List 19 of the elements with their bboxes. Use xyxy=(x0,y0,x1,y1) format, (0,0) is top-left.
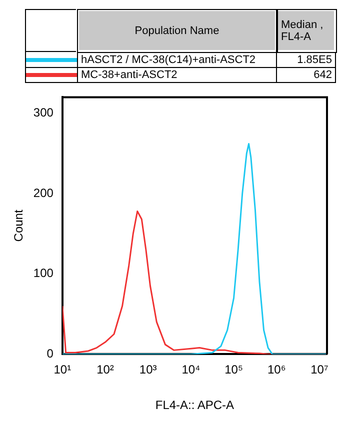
legend-label: hASCT2 / MC-38(C14)+anti-ASCT2 xyxy=(78,52,276,68)
y-tick-label: 200 xyxy=(33,186,54,200)
y-tick-label: 0 xyxy=(46,346,54,361)
text: 642 xyxy=(276,68,336,82)
x-tick-label: 10¹ xyxy=(54,362,72,377)
y-axis-title: Count xyxy=(12,209,26,242)
x-tick-label: 10⁴ xyxy=(182,362,200,377)
y-tick-label: 300 xyxy=(33,106,54,120)
y-tick-label: 100 xyxy=(33,266,54,280)
x-tick-label: 10² xyxy=(96,362,114,377)
x-tick-label: 10³ xyxy=(139,362,157,377)
text: 1.85E5 xyxy=(276,52,336,68)
x-tick-label: 10⁵ xyxy=(224,362,243,377)
x-tick-label: 10⁶ xyxy=(267,362,286,377)
text: Population Name xyxy=(78,10,276,52)
x-tick-label: 10⁷ xyxy=(310,362,328,377)
text: Median , FL4-A xyxy=(276,10,336,52)
x-axis-title: FL4-A:: APC-A xyxy=(155,398,234,412)
legend-label: MC-38+anti-ASCT2 xyxy=(78,68,276,82)
